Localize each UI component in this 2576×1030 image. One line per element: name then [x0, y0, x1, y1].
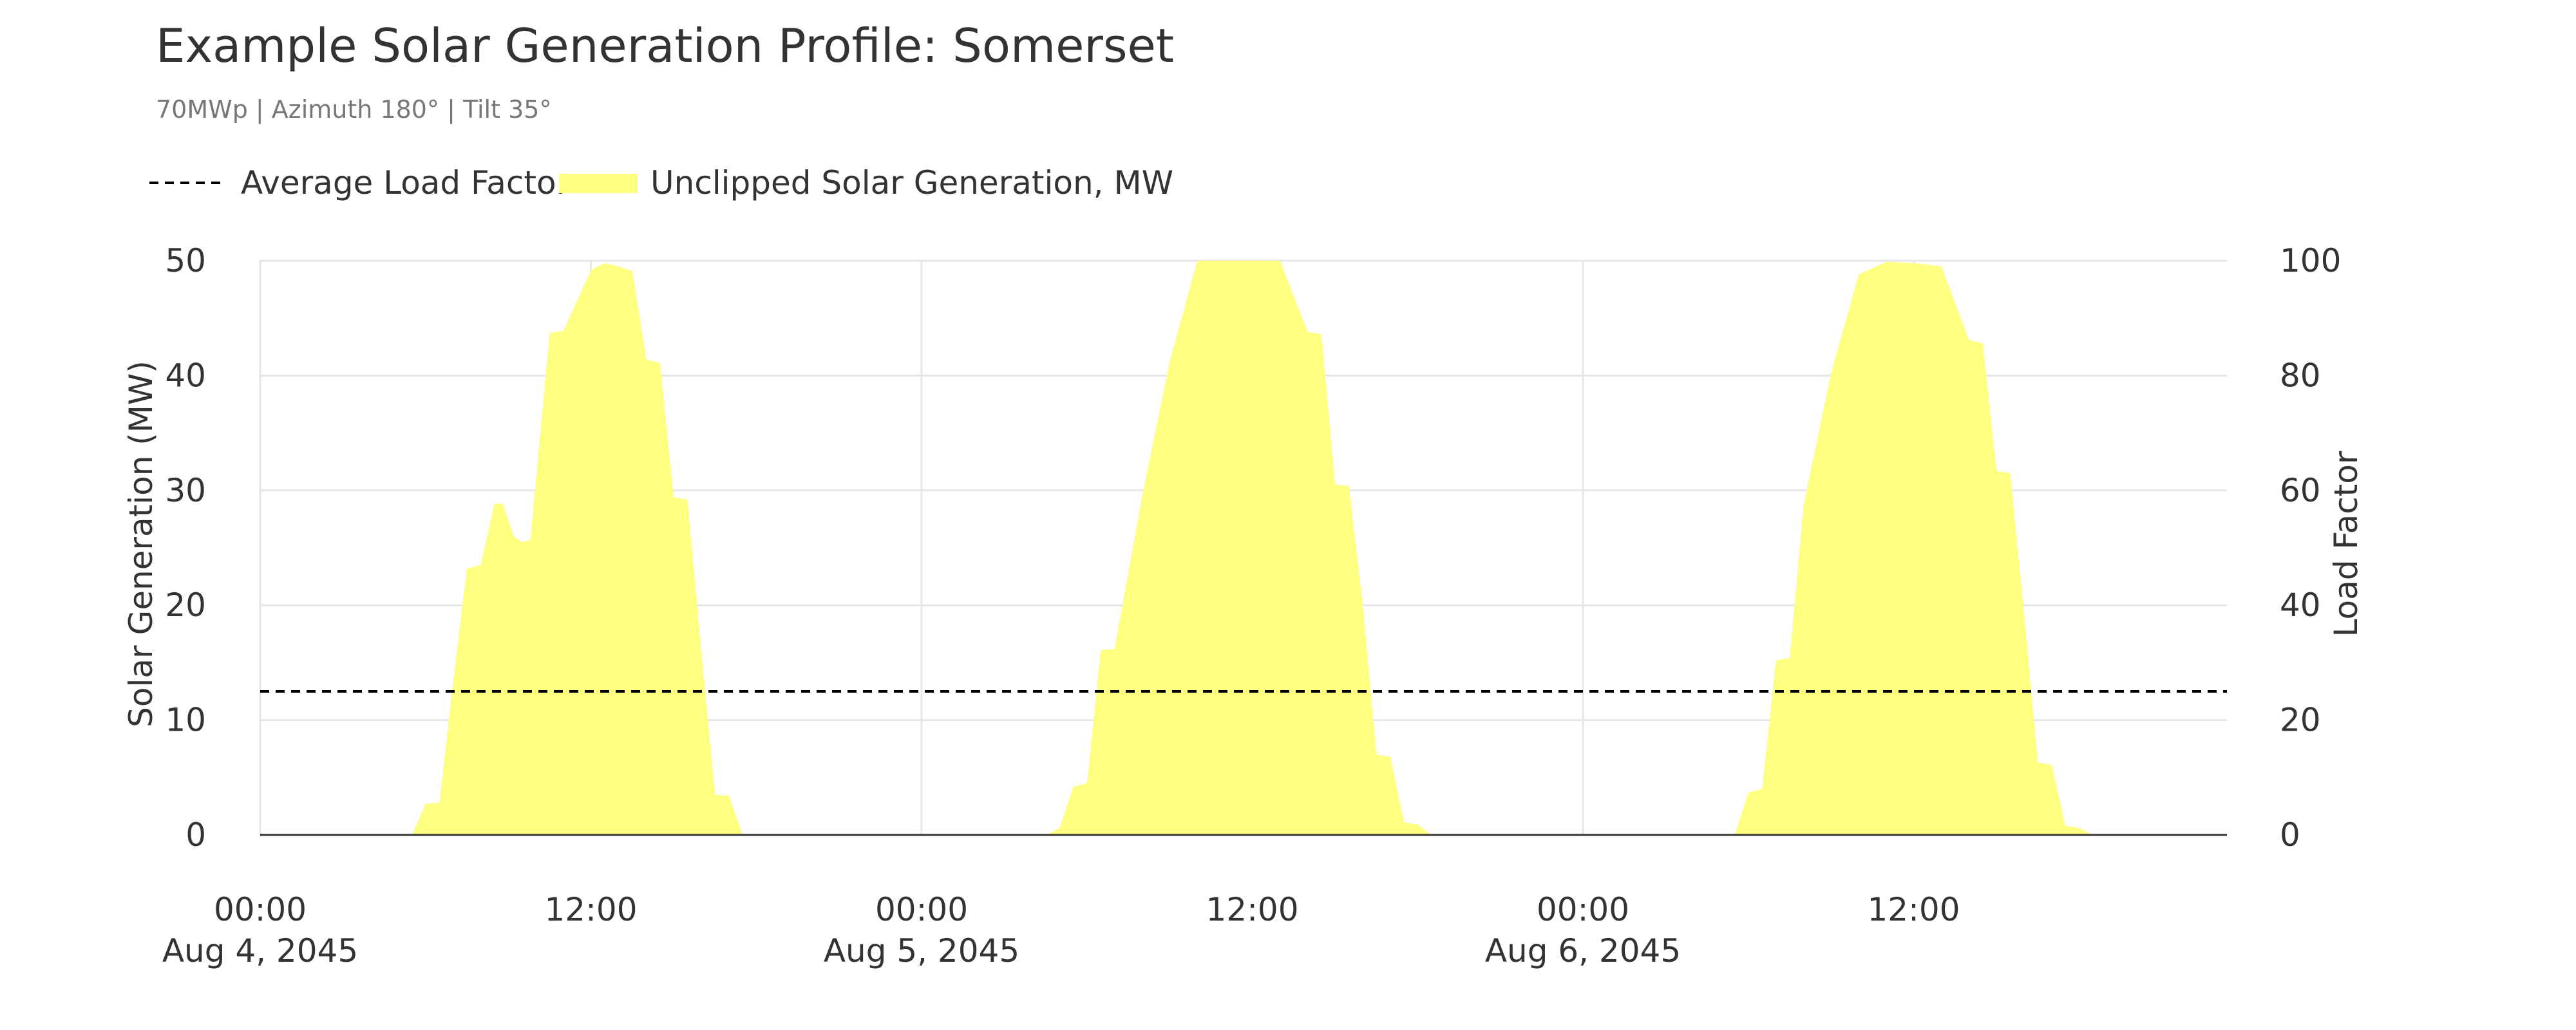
x-tick-time-label: 12:00 — [1867, 891, 1960, 928]
solar-generation-area — [260, 261, 2231, 835]
legend-label-average-load-factor: Average Load Factor — [241, 164, 570, 201]
y2-tick-label: 100 — [2280, 242, 2341, 279]
x-tick-date-label: Aug 5, 2045 — [824, 932, 1019, 969]
y2-axis-title: Load Factor — [2327, 451, 2365, 637]
x-tick-time-label: 00:00 — [214, 891, 307, 928]
x-axis: 00:00 Aug 4, 2045 12:00 00:00 Aug 5, 2045 12:… — [162, 891, 1960, 969]
x-tick-date-label: Aug 4, 2045 — [162, 932, 358, 969]
y2-tick-label: 40 — [2280, 586, 2321, 624]
chart-subtitle: 70MWp | Azimuth 180° | Tilt 35° — [156, 95, 551, 124]
x-tick-time-label: 12:00 — [1206, 891, 1298, 928]
legend-area-swatch — [559, 174, 638, 193]
y-tick-label: 50 — [165, 242, 206, 279]
y-tick-label: 0 — [185, 816, 206, 854]
x-tick-date-label: Aug 6, 2045 — [1485, 932, 1681, 969]
y2-tick-label: 20 — [2280, 702, 2321, 739]
y2-tick-label: 60 — [2280, 472, 2321, 509]
legend: Average Load Factor Unclipped Solar Gene… — [149, 164, 1173, 201]
y-tick-label: 20 — [165, 586, 206, 624]
y2-tick-label: 80 — [2280, 357, 2321, 394]
x-tick-time-label: 00:00 — [875, 891, 968, 928]
y-tick-label: 10 — [165, 702, 206, 739]
x-tick-time-label: 00:00 — [1537, 891, 1629, 928]
reference-lines — [260, 690, 2227, 836]
y2-tick-label: 0 — [2280, 816, 2300, 854]
y-axis-right: 0 20 40 60 80 100 — [2280, 242, 2341, 854]
y-axis-left: 0 10 20 30 40 50 — [165, 242, 206, 854]
y-axis-title: Solar Generation (MW) — [122, 360, 160, 727]
y-tick-label: 40 — [165, 357, 206, 394]
legend-label-solar-generation: Unclipped Solar Generation, MW — [650, 164, 1173, 201]
chart-title: Example Solar Generation Profile: Somers… — [156, 19, 1174, 73]
area-series — [260, 261, 2231, 835]
x-tick-time-label: 12:00 — [544, 891, 637, 928]
y-tick-label: 30 — [165, 472, 206, 509]
